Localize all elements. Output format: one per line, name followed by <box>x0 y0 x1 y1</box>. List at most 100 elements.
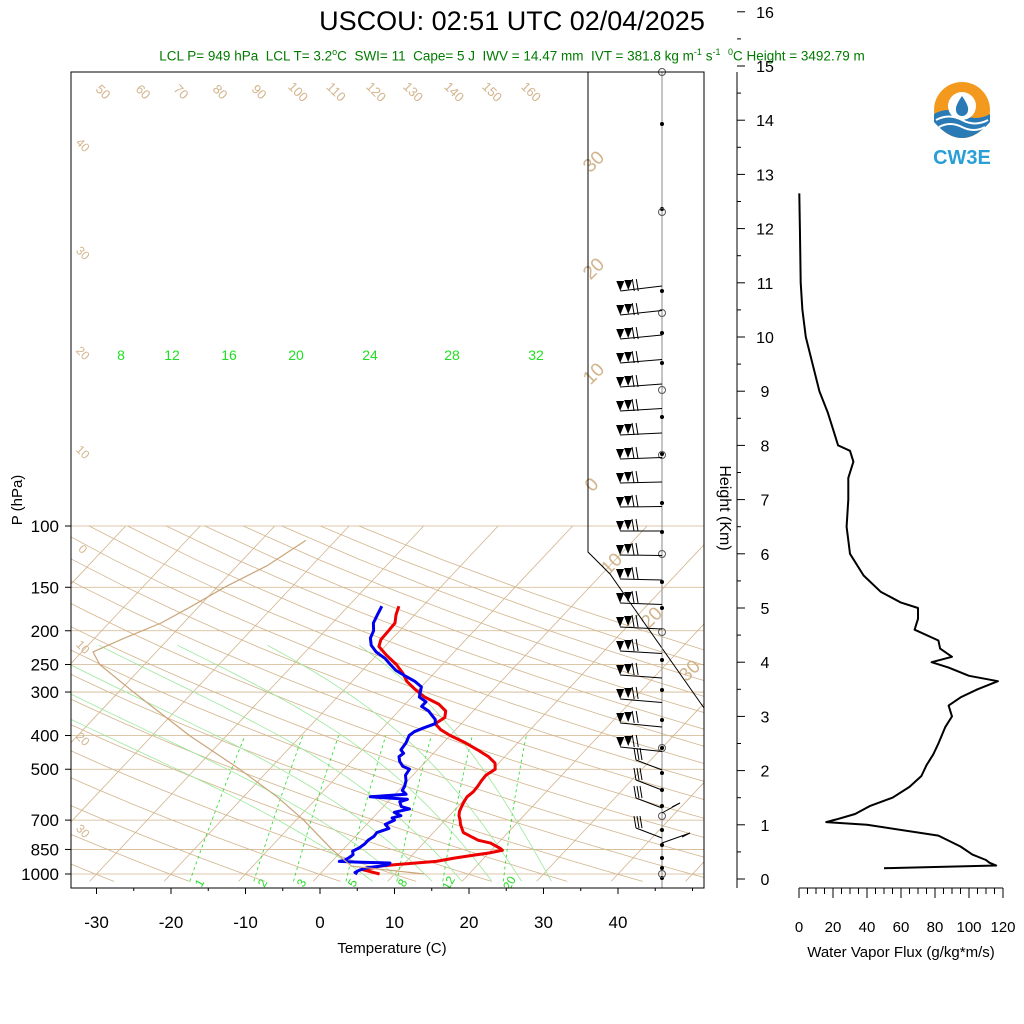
wind-barb-flag <box>639 767 643 781</box>
wind-barb-staff <box>661 832 691 844</box>
wind-barb-pennant <box>624 400 633 411</box>
wind-barb <box>633 767 663 791</box>
wind-pressure-marker <box>658 208 666 216</box>
zero-degree-height: C Height = 3492.79 m <box>733 48 865 64</box>
moist-adiabat-label: 20 <box>288 347 304 363</box>
moist-adiabat-label: 24 <box>362 347 378 363</box>
wind-barb-flag <box>631 662 635 676</box>
plot-frame <box>70 71 705 889</box>
skew-t-data <box>92 539 504 876</box>
wind-barb-staff <box>620 674 663 679</box>
wind-pressure-marker <box>658 550 666 558</box>
wind-barb-pennant <box>616 640 625 651</box>
dry-adiabat-line <box>71 536 704 782</box>
wind-level-dot <box>660 122 664 126</box>
moist-adiabat-line <box>71 664 433 882</box>
moist-adiabat-line <box>71 693 403 882</box>
wind-barb-pennant <box>624 376 633 387</box>
wind-barb-flag <box>635 374 639 388</box>
wind-barb-staff <box>620 722 663 728</box>
wind-level-dot <box>660 361 664 365</box>
wind-barb <box>616 422 663 436</box>
wind-barb-staff <box>635 759 663 771</box>
wind-barb-staff <box>620 408 663 412</box>
wind-level-dot <box>660 580 664 584</box>
height-tick-label: 15 <box>756 59 774 76</box>
wind-barb-flag <box>681 832 691 838</box>
wind-barb-staff <box>620 650 663 654</box>
wind-barb-flag <box>635 278 639 292</box>
wind-barb-flag <box>631 326 635 340</box>
wind-barb <box>616 398 663 412</box>
lcl-pressure: LCL P= 949 hPa <box>159 48 259 64</box>
moist-adiabat-label: 28 <box>444 347 460 363</box>
wind-barb-flag <box>635 518 639 532</box>
wind-barb <box>616 542 663 556</box>
sounding-parameters: LCL P= 949 hPa LCL T= 3.2oC SWI= 11 Cape… <box>159 47 865 64</box>
dry-adiabat-line <box>71 698 568 882</box>
pressure-tick-label: 850 <box>31 840 59 859</box>
water-vapor-flux-line <box>798 193 999 870</box>
mixing-ratio-label: 8 <box>395 876 411 889</box>
height-tick-label: 2 <box>761 764 770 781</box>
wind-barb <box>616 374 663 388</box>
wind-barb <box>616 278 663 292</box>
isotherm-line <box>71 525 201 664</box>
wind-barb-flag <box>631 422 635 436</box>
moist-adiabat-label: 16 <box>221 347 237 363</box>
wind-level-dot <box>660 828 664 832</box>
temperature-tick-label: -30 <box>84 913 109 932</box>
height-tick-label: 1 <box>761 818 770 835</box>
wind-barb-flag <box>633 815 637 829</box>
wind-barb <box>616 710 663 728</box>
chart-title: USCOU: 02:51 UTC 02/04/2025 <box>319 6 705 36</box>
wind-barb-staff <box>620 457 663 460</box>
wind-barb-flag <box>631 374 635 388</box>
wind-barb-flag <box>631 494 635 508</box>
flux-tick-label: 0 <box>795 919 803 936</box>
wind-barb <box>616 350 663 364</box>
wind-level-dot <box>660 746 664 750</box>
temperature-tick-label: 10 <box>385 913 404 932</box>
mixing-ratio-label: 1 <box>192 876 208 889</box>
wind-barb-pennant <box>624 448 633 459</box>
wind-barb-pennant <box>616 568 625 579</box>
wind-barb-flag <box>631 710 635 724</box>
wind-barb-staff <box>620 698 663 703</box>
wind-barb-flag <box>639 785 643 799</box>
wind-barb <box>616 566 663 581</box>
flux-tick-label: 80 <box>927 919 944 936</box>
wind-level-dot <box>660 688 664 692</box>
wind-barb <box>616 518 662 532</box>
wind-barb-pennant <box>616 616 625 627</box>
wind-barb-staff <box>620 383 663 388</box>
isotherm-line <box>685 861 704 882</box>
moist-adiabat-label: 32 <box>528 347 544 363</box>
wind-barb <box>616 446 663 460</box>
pressure-tick-label: 100 <box>31 517 59 536</box>
wind-barb-flag <box>635 590 639 604</box>
ivt-exponent: -1 <box>693 47 702 57</box>
wind-barb-pennant <box>624 735 633 746</box>
wind-barb-flag <box>631 278 635 292</box>
wind-barb-pennant <box>624 615 633 626</box>
temperature-tick-label: 20 <box>460 913 479 932</box>
isotherm-line <box>312 525 648 882</box>
wind-barb-flag <box>635 638 639 652</box>
dry-adiabat-line <box>243 525 704 697</box>
wind-barb-flag <box>631 734 635 748</box>
height-tick-label: 3 <box>761 709 770 726</box>
wind-barb-flag <box>635 662 639 676</box>
zero-degree-prefix: 0 <box>727 47 733 57</box>
temperature-tick-label: -20 <box>159 913 184 932</box>
wind-barb-flag <box>635 686 639 700</box>
isotherm-line <box>71 525 350 823</box>
wind-barb-flag <box>631 446 635 460</box>
lcl-temperature-unit: C <box>337 48 347 64</box>
wind-barb-pennant <box>624 472 633 483</box>
wind-barb-pennant <box>616 688 625 699</box>
wind-barb-pennant <box>616 712 625 723</box>
wind-barb-flag <box>631 614 635 628</box>
dry-adiabat-line <box>71 649 704 878</box>
wind-barb-flag <box>639 747 643 761</box>
